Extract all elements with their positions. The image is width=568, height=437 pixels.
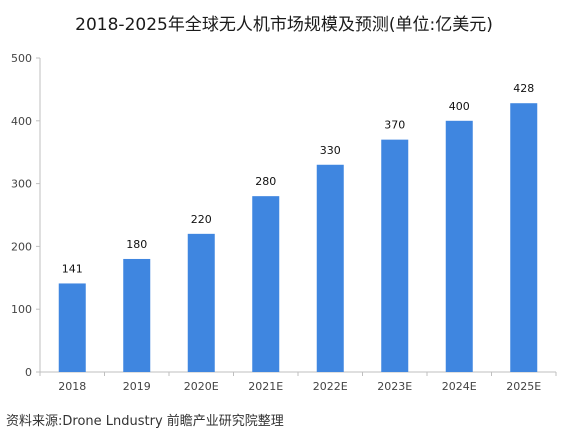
y-tick-label: 400 [11, 115, 32, 128]
bar [187, 233, 215, 372]
x-tick-label: 2024E [442, 380, 477, 393]
x-tick-label: 2018 [58, 380, 86, 393]
x-tick-label: 2023E [377, 380, 412, 393]
x-tick-label: 2021E [248, 380, 283, 393]
y-tick-label: 0 [25, 366, 32, 379]
x-tick-label: 2022E [313, 380, 348, 393]
x-tick-label: 2020E [184, 380, 219, 393]
y-tick-label: 200 [11, 240, 32, 253]
bar [252, 196, 280, 372]
data-label: 370 [384, 119, 405, 132]
y-tick-label: 300 [11, 178, 32, 191]
bar [123, 258, 151, 372]
x-tick-label: 2025E [506, 380, 541, 393]
y-tick-label: 100 [11, 303, 32, 316]
source-note: 资料来源:Drone Lndustry 前瞻产业研究院整理 [6, 414, 284, 429]
data-label: 400 [449, 100, 470, 113]
data-label: 141 [62, 262, 83, 275]
bar [510, 103, 538, 372]
data-label: 280 [255, 175, 276, 188]
bar [445, 120, 473, 372]
bar [58, 283, 86, 372]
bar [381, 139, 409, 372]
data-label: 180 [126, 238, 147, 251]
data-label: 330 [320, 144, 341, 157]
y-tick-label: 500 [11, 52, 32, 65]
chart-title: 2018-2025年全球无人机市场规模及预测(单位:亿美元) [75, 15, 493, 35]
data-label: 220 [191, 213, 212, 226]
x-tick-label: 2019 [123, 380, 151, 393]
data-label: 428 [513, 82, 534, 95]
bar [316, 164, 344, 372]
